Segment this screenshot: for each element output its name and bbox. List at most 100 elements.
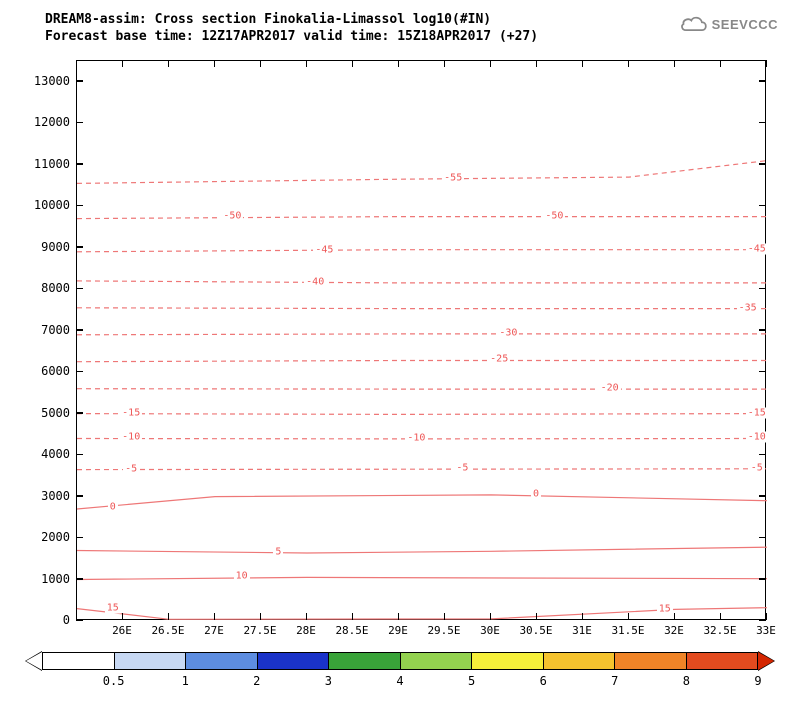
y-tick — [76, 122, 83, 124]
contour-label: -30 — [497, 327, 519, 338]
title-line-2: Forecast base time: 12Z17APR2017 valid t… — [45, 29, 538, 46]
colorbar-segment — [329, 653, 401, 669]
contour-label: -10 — [405, 432, 427, 443]
contour-label: -5 — [123, 463, 139, 474]
colorbar-segment — [258, 653, 330, 669]
x-tick — [352, 613, 354, 620]
x-tick — [582, 613, 584, 620]
y-tick — [76, 371, 83, 373]
x-tick — [766, 60, 768, 67]
x-tick — [306, 60, 308, 67]
y-tick — [759, 371, 766, 373]
colorbar-tick-label: 8 — [683, 674, 690, 688]
x-tick-label: 29E — [388, 624, 408, 637]
contour-line — [77, 361, 767, 362]
contour-label: 0 — [531, 488, 541, 499]
contour-label: 0 — [108, 502, 118, 513]
colorbar-segment — [472, 653, 544, 669]
y-tick — [759, 537, 766, 539]
colorbar-segment — [115, 653, 187, 669]
y-tick — [76, 205, 83, 207]
y-tick-label: 6000 — [10, 364, 70, 378]
contour-line — [77, 577, 767, 579]
x-tick-label: 26.5E — [151, 624, 184, 637]
x-tick — [214, 60, 216, 67]
y-tick-label: 0 — [10, 613, 70, 627]
contour-label: -15 — [746, 407, 768, 418]
y-tick-label: 13000 — [10, 74, 70, 88]
colorbar-arrow-left — [26, 652, 42, 670]
y-tick — [759, 454, 766, 456]
y-tick — [76, 537, 83, 539]
y-tick — [76, 80, 83, 82]
y-tick — [76, 412, 83, 414]
contour-line — [77, 469, 767, 470]
colorbar-tick-label: 9 — [754, 674, 761, 688]
contour-line — [77, 495, 767, 509]
x-tick-label: 30E — [480, 624, 500, 637]
contour-label: -45 — [313, 244, 335, 255]
y-tick — [76, 578, 83, 580]
y-tick — [759, 122, 766, 124]
y-tick-label: 12000 — [10, 115, 70, 129]
x-tick-label: 32E — [664, 624, 684, 637]
x-tick — [536, 60, 538, 67]
x-tick-label: 28.5E — [335, 624, 368, 637]
colorbar-tick-label: 7 — [611, 674, 618, 688]
colorbar-tick-label: 5 — [468, 674, 475, 688]
contour-label: -40 — [304, 276, 326, 287]
x-tick-label: 30.5E — [519, 624, 552, 637]
x-tick — [628, 613, 630, 620]
colorbar-tick-label: 0.5 — [103, 674, 125, 688]
colorbar-segment — [186, 653, 258, 669]
contour-label: -25 — [488, 354, 510, 365]
y-tick — [76, 329, 83, 331]
x-tick — [444, 613, 446, 620]
y-tick — [76, 454, 83, 456]
contour-line — [77, 547, 767, 553]
y-tick — [759, 578, 766, 580]
y-tick — [759, 163, 766, 165]
contour-label: 15 — [105, 603, 121, 614]
contour-label: -5 — [454, 463, 470, 474]
title-line-1: DREAM8-assim: Cross section Finokalia-Li… — [45, 12, 538, 29]
x-tick — [766, 613, 768, 620]
y-tick — [76, 495, 83, 497]
y-tick — [76, 620, 83, 622]
x-tick — [674, 613, 676, 620]
x-tick — [720, 60, 722, 67]
x-tick-label: 31.5E — [611, 624, 644, 637]
contour-line — [77, 250, 767, 252]
colorbar-segment — [43, 653, 115, 669]
y-tick-label: 5000 — [10, 406, 70, 420]
x-tick — [628, 60, 630, 67]
x-tick-label: 33E — [756, 624, 776, 637]
colorbar-tick-label: 4 — [396, 674, 403, 688]
x-tick — [398, 613, 400, 620]
colorbar-segment — [687, 653, 758, 669]
colorbar-tick-label: 2 — [253, 674, 260, 688]
y-tick — [759, 80, 766, 82]
x-tick — [444, 60, 446, 67]
contour-line — [77, 414, 767, 415]
plot-area — [76, 60, 766, 620]
y-tick — [759, 329, 766, 331]
contour-label: 5 — [273, 546, 283, 557]
colorbar-segment — [615, 653, 687, 669]
x-tick — [260, 60, 262, 67]
x-tick — [536, 613, 538, 620]
contour-label: -15 — [120, 407, 142, 418]
y-tick — [759, 495, 766, 497]
colorbar-tick-label: 3 — [325, 674, 332, 688]
contour-label: -55 — [442, 173, 464, 184]
chart-header: DREAM8-assim: Cross section Finokalia-Li… — [45, 12, 538, 46]
y-tick-label: 7000 — [10, 323, 70, 337]
contour-label: -5 — [749, 462, 765, 473]
y-tick-label: 3000 — [10, 489, 70, 503]
x-tick-label: 26E — [112, 624, 132, 637]
contour-label: -50 — [543, 210, 565, 221]
x-tick — [260, 613, 262, 620]
contour-line — [77, 281, 767, 283]
colorbar-segment — [401, 653, 473, 669]
x-tick — [168, 60, 170, 67]
